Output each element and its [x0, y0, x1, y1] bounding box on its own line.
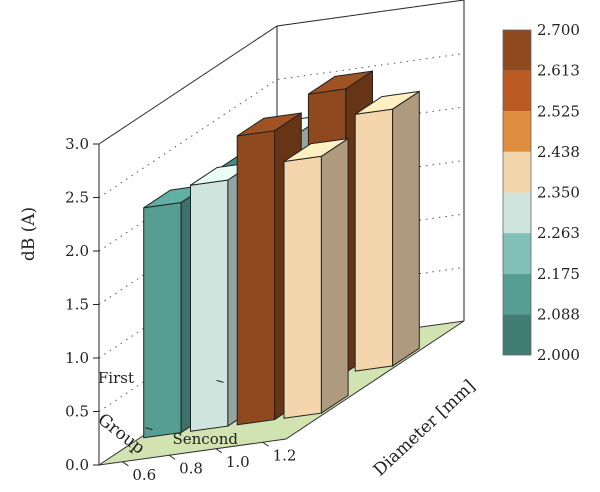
colorbar-swatch [503, 151, 531, 193]
colorbar-label: 2.263 [537, 224, 580, 242]
group-tick-mark [145, 427, 153, 431]
z-tick-label: 3.0 [65, 135, 89, 153]
x-tick-label: 1.0 [226, 453, 250, 471]
bars [143, 70, 420, 439]
z-tick-label: 2.5 [65, 189, 89, 207]
z-tick-label: 1.5 [65, 296, 89, 314]
colorbar-label: 2.175 [537, 265, 580, 283]
colorbar-label: 2.438 [537, 143, 580, 161]
bar-sencond-1.2 [283, 137, 349, 419]
bar-first-1.2 [354, 90, 420, 372]
colorbar-label: 2.525 [537, 102, 580, 120]
colorbar-swatch [503, 314, 531, 355]
z-axis-title: dB (A) [19, 207, 39, 261]
colorbar-label: 2.613 [537, 62, 580, 80]
grid-line-z [98, 0, 465, 145]
x-tick-mark [262, 441, 269, 447]
x-tick-label: 0.8 [179, 459, 203, 477]
group-tick-mark [216, 379, 224, 383]
colorbar-swatch [503, 111, 531, 152]
colorbar-swatch [503, 70, 531, 112]
x-tick-mark [122, 461, 129, 467]
x-tick-label: 1.2 [273, 446, 297, 464]
colorbar-label: 2.350 [537, 184, 580, 202]
colorbar-frame [502, 29, 532, 356]
colorbar-swatch [503, 233, 531, 274]
group-tick-second: Sencond [172, 430, 238, 448]
colorbar-label: 2.000 [537, 346, 580, 364]
x-tick-mark [168, 454, 176, 460]
x-tick-mark [215, 448, 223, 454]
x-axis-title: Diameter [mm] [370, 376, 480, 480]
z-tick-label: 0.0 [65, 456, 89, 474]
colorbar: 2.700 2.613 2.525 2.438 2.350 2.263 2.175 2.088… [502, 21, 580, 364]
colorbar-label: 2.088 [537, 305, 580, 323]
colorbar-swatch [503, 273, 531, 315]
z-tick-label: 1.0 [65, 349, 89, 367]
x-tick-label: 0.6 [132, 466, 156, 484]
colorbar-swatch [503, 30, 531, 71]
z-tick-label: 2.0 [65, 242, 89, 260]
colorbar-label: 2.700 [537, 21, 580, 39]
colorbar-swatch [503, 192, 531, 234]
z-tick-label: 0.5 [65, 403, 89, 421]
group-tick-first: First [98, 369, 134, 387]
grid-line-z [98, 53, 465, 198]
